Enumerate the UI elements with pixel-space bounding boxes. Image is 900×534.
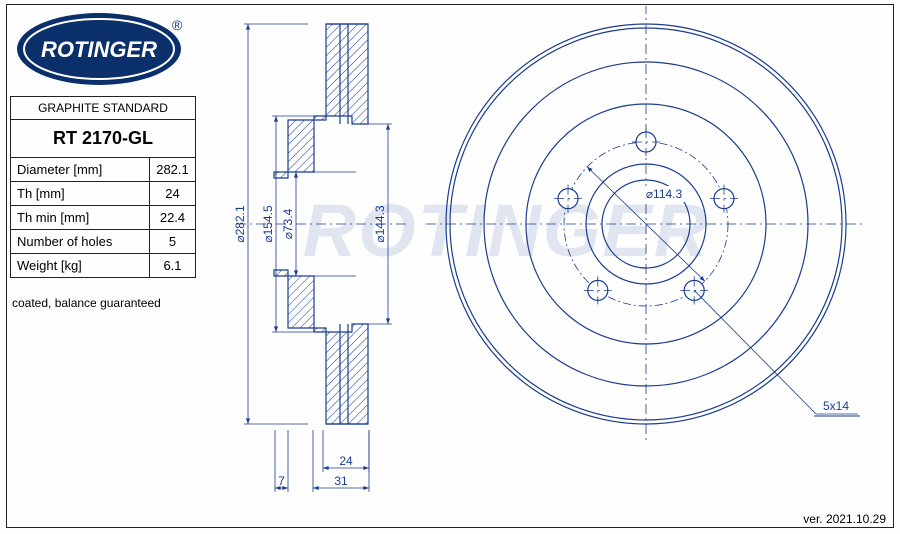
spec-label: Number of holes: [11, 230, 150, 254]
part-number: RT 2170-GL: [11, 120, 196, 158]
spec-value: 6.1: [150, 254, 196, 278]
spec-header: GRAPHITE STANDARD: [11, 97, 196, 120]
svg-text:⌀144.3: ⌀144.3: [373, 205, 387, 243]
technical-drawing: ROTINGER⌀114.35x14⌀282.1⌀154.5⌀73.4⌀144.…: [206, 6, 890, 522]
svg-text:⌀282.1: ⌀282.1: [233, 205, 247, 243]
spec-label: Weight [kg]: [11, 254, 150, 278]
svg-text:⌀154.5: ⌀154.5: [261, 205, 275, 243]
svg-text:5x14: 5x14: [823, 399, 849, 413]
brand-logo: ROTINGER ®: [14, 10, 184, 88]
spec-label: Th min [mm]: [11, 206, 150, 230]
spec-table: GRAPHITE STANDARD RT 2170-GL Diameter [m…: [10, 96, 196, 278]
spec-value: 24: [150, 182, 196, 206]
svg-text:24: 24: [339, 454, 353, 468]
spec-footnote: coated, balance guaranteed: [12, 296, 161, 310]
svg-text:⌀114.3: ⌀114.3: [646, 187, 683, 201]
spec-label: Diameter [mm]: [11, 158, 150, 182]
spec-label: Th [mm]: [11, 182, 150, 206]
svg-text:7: 7: [278, 474, 285, 488]
logo-registered: ®: [172, 17, 183, 33]
svg-text:31: 31: [334, 474, 348, 488]
logo-text: ROTINGER: [41, 37, 157, 62]
svg-text:⌀73.4: ⌀73.4: [281, 208, 295, 239]
spec-value: 282.1: [150, 158, 196, 182]
spec-value: 22.4: [150, 206, 196, 230]
spec-value: 5: [150, 230, 196, 254]
